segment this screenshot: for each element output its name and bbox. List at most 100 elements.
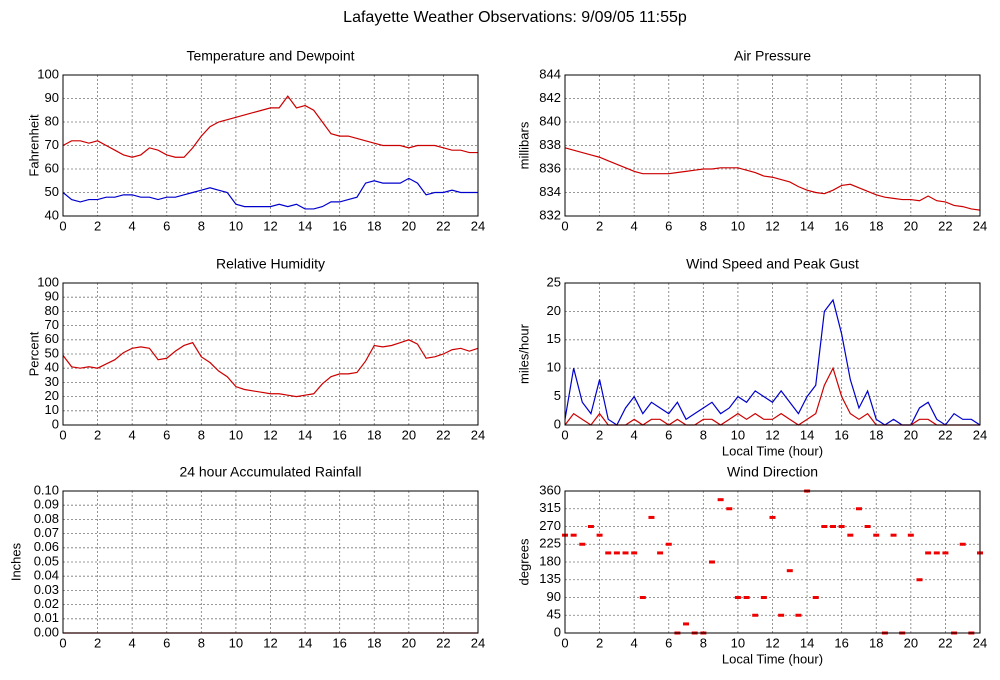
data-point bbox=[683, 622, 690, 626]
data-point bbox=[657, 551, 664, 555]
x-tick-label: 4 bbox=[129, 635, 136, 650]
y-axis-label: Fahrenheit bbox=[26, 114, 41, 177]
x-tick-label: 18 bbox=[869, 427, 883, 442]
y-tick-label: 0.00 bbox=[34, 624, 59, 639]
y-tick-label: 30 bbox=[45, 374, 59, 389]
y-tick-label: 0.08 bbox=[34, 511, 59, 526]
y-tick-label: 60 bbox=[45, 160, 59, 175]
x-tick-label: 14 bbox=[800, 218, 814, 233]
x-tick-label: 22 bbox=[938, 635, 952, 650]
data-point bbox=[570, 533, 577, 537]
y-tick-label: 0 bbox=[554, 416, 561, 431]
y-tick-label: 834 bbox=[539, 184, 561, 199]
data-point bbox=[743, 596, 750, 599]
x-tick-label: 22 bbox=[436, 427, 450, 442]
x-tick-label: 8 bbox=[700, 427, 707, 442]
y-tick-label: 0.09 bbox=[34, 497, 59, 512]
y-tick-label: 0.10 bbox=[34, 482, 59, 497]
y-tick-label: 10 bbox=[45, 402, 59, 417]
data-point bbox=[769, 515, 776, 519]
data-point bbox=[613, 551, 620, 555]
data-point bbox=[821, 525, 828, 528]
x-tick-label: 4 bbox=[129, 427, 136, 442]
x-tick-label: 6 bbox=[163, 427, 170, 442]
data-point bbox=[890, 533, 897, 537]
data-point bbox=[596, 533, 603, 537]
x-tick-label: 12 bbox=[263, 427, 277, 442]
y-axis-label: Inches bbox=[8, 542, 23, 581]
y-tick-label: 844 bbox=[539, 66, 561, 81]
x-tick-label: 2 bbox=[596, 218, 603, 233]
y-tick-label: 180 bbox=[539, 553, 561, 568]
data-point bbox=[830, 525, 837, 528]
x-tick-label: 24 bbox=[973, 218, 987, 233]
y-tick-label: 0.07 bbox=[34, 525, 59, 540]
x-axis-label: Local Time (hour) bbox=[722, 443, 823, 458]
data-point bbox=[778, 613, 785, 617]
data-point bbox=[579, 542, 586, 546]
plot-frame bbox=[564, 490, 981, 634]
plot-frame bbox=[62, 490, 479, 634]
x-tick-label: 8 bbox=[198, 218, 205, 233]
y-tick-label: 0.01 bbox=[34, 610, 59, 625]
panel-title: 24 hour Accumulated Rainfall bbox=[179, 464, 361, 480]
x-tick-label: 22 bbox=[938, 218, 952, 233]
page-title: Lafayette Weather Observations: 9/09/05 … bbox=[343, 9, 687, 26]
x-tick-label: 2 bbox=[94, 427, 101, 442]
data-point bbox=[812, 596, 819, 599]
y-tick-label: 0.04 bbox=[34, 568, 59, 583]
x-tick-label: 8 bbox=[198, 427, 205, 442]
plot-frame bbox=[564, 74, 981, 217]
y-tick-label: 0.02 bbox=[34, 596, 59, 611]
y-tick-label: 135 bbox=[539, 571, 561, 586]
data-point bbox=[916, 578, 923, 582]
data-line bbox=[62, 177, 478, 210]
x-tick-label: 20 bbox=[904, 635, 918, 650]
x-tick-label: 22 bbox=[938, 427, 952, 442]
x-tick-label: 4 bbox=[129, 218, 136, 233]
y-axis-label: miles/hour bbox=[516, 323, 531, 384]
y-tick-label: 20 bbox=[547, 303, 561, 318]
data-point bbox=[717, 498, 724, 502]
data-point bbox=[726, 507, 733, 511]
data-point bbox=[786, 569, 793, 573]
y-tick-label: 50 bbox=[45, 184, 59, 199]
data-point bbox=[587, 525, 594, 528]
y-tick-label: 270 bbox=[539, 518, 561, 533]
x-tick-label: 8 bbox=[700, 218, 707, 233]
x-tick-label: 14 bbox=[298, 635, 312, 650]
y-axis-label: degrees bbox=[516, 538, 531, 585]
data-point bbox=[838, 525, 845, 528]
x-tick-label: 0 bbox=[561, 427, 568, 442]
y-tick-label: 0 bbox=[554, 624, 561, 639]
plot-frame bbox=[564, 282, 981, 426]
x-tick-label: 12 bbox=[765, 427, 779, 442]
x-tick-label: 14 bbox=[800, 427, 814, 442]
data-point bbox=[907, 533, 914, 537]
data-point bbox=[752, 613, 759, 617]
y-tick-label: 45 bbox=[547, 607, 561, 622]
x-tick-label: 0 bbox=[59, 218, 66, 233]
x-tick-label: 2 bbox=[94, 218, 101, 233]
data-point bbox=[959, 542, 966, 546]
x-tick-label: 18 bbox=[367, 218, 381, 233]
x-tick-label: 16 bbox=[332, 635, 346, 650]
y-tick-label: 0 bbox=[52, 416, 59, 431]
y-tick-label: 50 bbox=[45, 345, 59, 360]
x-tick-label: 10 bbox=[229, 218, 243, 233]
x-tick-label: 8 bbox=[700, 635, 707, 650]
y-tick-label: 60 bbox=[45, 331, 59, 346]
y-tick-label: 40 bbox=[45, 360, 59, 375]
x-tick-label: 16 bbox=[834, 427, 848, 442]
x-tick-label: 0 bbox=[59, 427, 66, 442]
y-tick-label: 842 bbox=[539, 90, 561, 105]
panel-title: Relative Humidity bbox=[216, 256, 325, 272]
x-tick-label: 4 bbox=[631, 218, 638, 233]
x-tick-label: 4 bbox=[631, 635, 638, 650]
data-point bbox=[795, 613, 802, 617]
data-point bbox=[855, 507, 862, 511]
x-tick-label: 20 bbox=[904, 427, 918, 442]
data-line bbox=[62, 95, 478, 158]
panel-title: Wind Direction bbox=[727, 464, 818, 480]
